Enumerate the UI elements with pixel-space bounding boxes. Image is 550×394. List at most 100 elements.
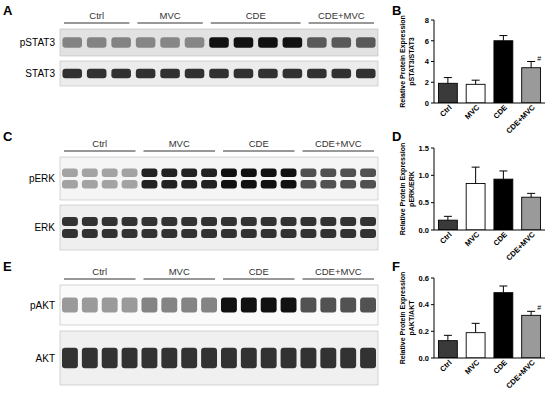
figure: ACtrlMVCCDECDE+MVCpSTAT3STAT3CCtrlMVCCDE… <box>0 0 550 394</box>
group-underline <box>64 23 129 24</box>
y-tick <box>431 61 434 62</box>
blot-band <box>82 297 98 312</box>
y-tick-label: 0.4 <box>419 300 430 309</box>
error-bar <box>527 311 535 315</box>
blot-band <box>141 168 157 177</box>
blot-band <box>320 348 336 369</box>
group-label: CDE+MVC <box>315 266 362 277</box>
blot-band <box>62 348 78 369</box>
blot-band <box>102 217 118 226</box>
bar <box>438 83 457 103</box>
blot-band <box>122 297 138 312</box>
y-axis <box>434 148 435 230</box>
bar <box>438 220 457 230</box>
bar <box>466 333 485 358</box>
group-label: Ctrl <box>92 138 107 149</box>
blot-band <box>241 217 257 226</box>
blot-band <box>261 180 277 189</box>
bar <box>522 68 541 103</box>
y-tick <box>431 82 434 83</box>
blot-band <box>360 168 376 177</box>
error-bar <box>444 78 452 84</box>
blot-band <box>161 297 177 312</box>
blot-band <box>281 229 297 238</box>
panel-label: A <box>3 3 13 18</box>
blot-band <box>161 229 177 238</box>
error-bar <box>472 323 480 332</box>
blot-band <box>141 180 157 189</box>
blot-band <box>181 180 197 189</box>
blot-band <box>185 69 205 79</box>
panel-label: E <box>3 259 12 274</box>
group-label: MVC <box>160 10 181 21</box>
blot-band <box>281 217 297 226</box>
group-label: CDE+MVC <box>318 10 365 21</box>
blot-band <box>356 69 376 79</box>
blot-band <box>62 217 78 226</box>
blot-band <box>102 297 118 312</box>
blot-band <box>87 37 107 47</box>
group-label: Ctrl <box>92 266 107 277</box>
blot-band <box>102 180 118 189</box>
blot-band <box>360 297 376 312</box>
blot-band <box>340 229 356 238</box>
blot-band <box>283 69 303 79</box>
blot-strip <box>60 285 378 325</box>
y-tick-label: 4 <box>425 57 430 66</box>
blot-band <box>283 37 303 47</box>
x-axis <box>434 358 545 359</box>
group-underline <box>137 23 202 24</box>
blot-band <box>281 297 297 312</box>
blot-band <box>261 217 277 226</box>
bar <box>494 293 513 358</box>
blot-band <box>258 37 278 47</box>
bars <box>438 36 540 103</box>
blot-band <box>261 297 277 312</box>
y-tick <box>431 358 434 359</box>
category-label: CDE+MVC <box>504 103 537 136</box>
blot-band <box>300 217 316 226</box>
blot-band <box>82 229 98 238</box>
blot-band <box>62 69 82 79</box>
blot-band <box>62 37 82 47</box>
blot-band <box>300 297 316 312</box>
y-tick-label: 1.0 <box>419 171 429 180</box>
category-label: CDE <box>491 230 509 248</box>
blot-band <box>356 37 376 47</box>
y-tick-label: 0.2 <box>419 327 429 336</box>
error-bar <box>472 167 480 183</box>
blot-band <box>161 217 177 226</box>
blot-band <box>136 69 156 79</box>
blot-band <box>201 168 217 177</box>
blot-band <box>201 180 217 189</box>
group-label: CDE+MVC <box>315 138 362 149</box>
blot-band <box>201 348 217 369</box>
blot-band <box>102 229 118 238</box>
blot-band <box>241 180 257 189</box>
blot-band <box>332 69 352 79</box>
group-underline <box>144 151 216 152</box>
error-bar <box>499 171 507 179</box>
blot-band <box>141 348 157 369</box>
blot-band <box>221 348 237 369</box>
y-tick-label: 0 <box>425 99 429 108</box>
blot-band <box>185 37 205 47</box>
group-underline <box>223 151 295 152</box>
x-axis <box>434 230 545 231</box>
bar <box>494 179 513 230</box>
blot-strip <box>60 29 378 56</box>
blot-band <box>102 168 118 177</box>
y-tick-label: 0.0 <box>419 354 429 363</box>
category-label: MVC <box>463 358 482 377</box>
blot-band <box>320 180 336 189</box>
blot-band <box>241 168 257 177</box>
y-tick-label: 0.0 <box>419 226 429 235</box>
blot-band <box>161 180 177 189</box>
group-label: CDE <box>249 266 269 277</box>
blot-band <box>136 37 156 47</box>
blot-band <box>161 348 177 369</box>
blot-strip <box>60 61 378 86</box>
row-label: pAKT <box>30 300 55 311</box>
annotation: # <box>537 304 541 311</box>
y-tick-label: 0.6 <box>419 274 429 283</box>
